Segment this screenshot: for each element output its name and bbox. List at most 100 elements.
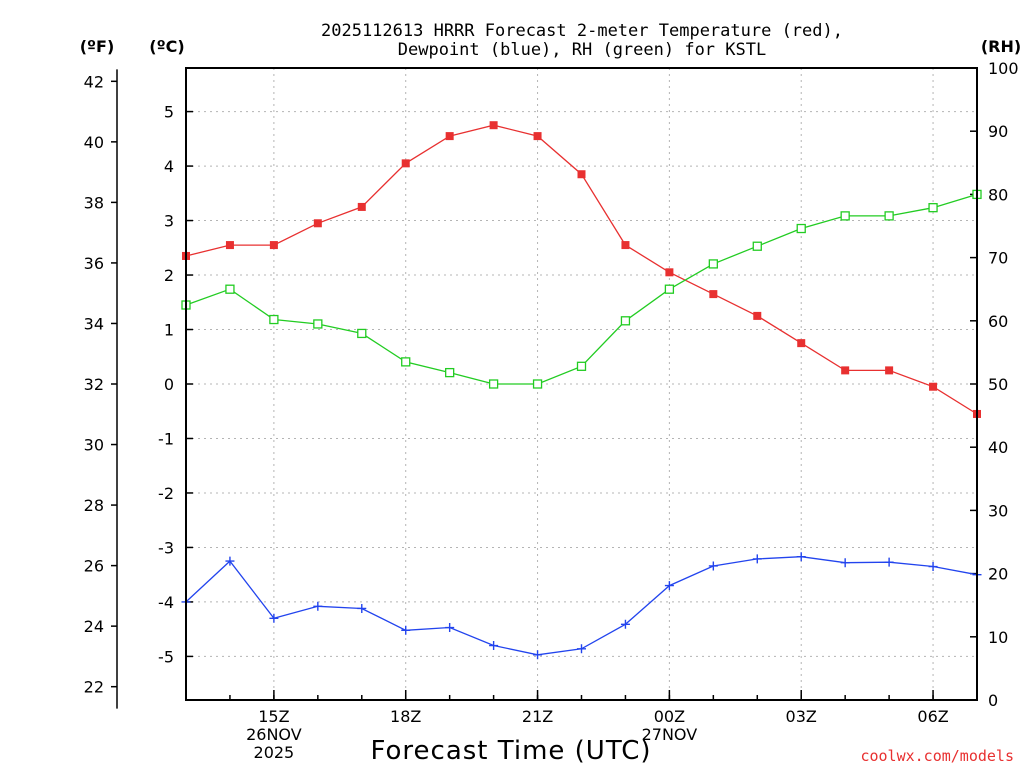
celsius-tick-label: -4 bbox=[158, 593, 174, 612]
temperature-point bbox=[709, 290, 718, 299]
celsius-tick-label: 4 bbox=[164, 157, 174, 176]
rh-tick-label: 0 bbox=[988, 691, 998, 710]
rh-tick-label: 10 bbox=[988, 628, 1008, 647]
rh-point bbox=[708, 259, 718, 269]
rh-point bbox=[401, 357, 411, 367]
rh-point bbox=[445, 367, 455, 378]
dewpoint-point bbox=[313, 601, 323, 611]
celsius-tick-label: -2 bbox=[158, 484, 174, 503]
fahrenheit-tick-label: 38 bbox=[84, 193, 104, 212]
fahrenheit-tick-label: 26 bbox=[84, 557, 104, 576]
dewpoint-point bbox=[269, 613, 279, 623]
rh-point bbox=[840, 211, 850, 221]
fahrenheit-tick-label: 42 bbox=[84, 72, 104, 91]
rh-tick-label: 40 bbox=[988, 438, 1008, 457]
rh-unit-label: (RH) bbox=[981, 37, 1021, 56]
rh-tick-label: 100 bbox=[988, 59, 1019, 78]
celsius-tick-label: -3 bbox=[158, 538, 174, 557]
dewpoint-point bbox=[664, 581, 674, 591]
rh-point bbox=[313, 319, 323, 329]
dewpoint-point bbox=[533, 650, 543, 660]
temperature-point bbox=[445, 132, 454, 141]
dewpoint-point bbox=[708, 561, 718, 571]
temperature-point bbox=[533, 132, 542, 141]
fahrenheit-tick-label: 34 bbox=[84, 314, 104, 333]
temperature-point bbox=[401, 159, 410, 168]
temperature-point bbox=[885, 366, 894, 375]
rh-tick-label: 90 bbox=[988, 122, 1008, 141]
celsius-tick-label: -1 bbox=[158, 429, 174, 448]
chart-title-line-2: Dewpoint (blue), RH (green) for KSTL bbox=[398, 40, 766, 60]
rh-point bbox=[752, 241, 762, 251]
temperature-point bbox=[577, 170, 586, 179]
dewpoint-point bbox=[840, 558, 850, 568]
celsius-tick-label: 0 bbox=[164, 375, 174, 394]
celsius-tick-label: 1 bbox=[164, 321, 174, 340]
dewpoint-point bbox=[577, 644, 586, 654]
rh-point bbox=[620, 316, 631, 326]
rh-point bbox=[664, 284, 675, 294]
celsius-tick-label: -5 bbox=[158, 647, 174, 666]
temperature-point bbox=[269, 241, 278, 250]
temperature-point bbox=[929, 382, 938, 391]
dewpoint-point bbox=[225, 556, 235, 566]
celsius-tick-label: 2 bbox=[164, 266, 174, 285]
celsius-unit-label: (ºC) bbox=[149, 37, 184, 56]
rh-tick-label: 50 bbox=[988, 375, 1008, 394]
rh-point bbox=[576, 361, 587, 371]
x-tick-label: 27NOV bbox=[642, 725, 698, 744]
dewpoint-point bbox=[620, 619, 630, 629]
x-tick-label: 18Z bbox=[390, 707, 421, 726]
fahrenheit-tick-label: 30 bbox=[84, 436, 104, 455]
rh-point bbox=[269, 314, 279, 325]
x-tick-label: 15Z bbox=[258, 707, 289, 726]
dewpoint-point bbox=[796, 552, 806, 562]
dewpoint-point bbox=[357, 603, 367, 613]
x-axis-label: Forecast Time (UTC) bbox=[370, 736, 651, 766]
rh-tick-label: 70 bbox=[988, 249, 1008, 268]
gridlines bbox=[186, 68, 977, 700]
celsius-tick-label: 5 bbox=[164, 103, 174, 122]
rh-tick-label: 80 bbox=[988, 185, 1008, 204]
rh-point bbox=[884, 211, 894, 221]
fahrenheit-tick-label: 32 bbox=[84, 375, 104, 394]
rh-point bbox=[796, 223, 806, 234]
x-tick-label: 2025 bbox=[254, 743, 295, 762]
temperature-point bbox=[621, 241, 630, 250]
dewpoint-point bbox=[752, 554, 762, 564]
rh-point bbox=[532, 379, 543, 389]
fahrenheit-tick-label: 40 bbox=[84, 133, 104, 152]
fahrenheit-tick-label: 36 bbox=[84, 254, 104, 273]
dewpoint-point bbox=[401, 625, 411, 635]
temperature-point bbox=[225, 241, 234, 250]
temperature-point bbox=[797, 339, 806, 348]
data-series bbox=[181, 121, 982, 660]
chart-title-line-1: 2025112613 HRRR Forecast 2-meter Tempera… bbox=[321, 21, 843, 41]
plot-frame bbox=[185, 67, 978, 701]
x-tick-label: 26NOV bbox=[246, 725, 302, 744]
temperature-point bbox=[489, 121, 498, 130]
dewpoint-point bbox=[445, 623, 455, 633]
temperature-point bbox=[753, 311, 762, 320]
temperature-point bbox=[313, 219, 322, 228]
x-tick-label: 21Z bbox=[522, 707, 553, 726]
rh-point bbox=[225, 284, 235, 294]
rh-point bbox=[357, 328, 367, 339]
fahrenheit-tick-label: 22 bbox=[84, 678, 104, 697]
fahrenheit-tick-label: 28 bbox=[84, 496, 104, 515]
dewpoint-point bbox=[928, 562, 938, 572]
dewpoint-point bbox=[884, 557, 894, 567]
rh-tick-label: 20 bbox=[988, 565, 1008, 584]
rh-tick-label: 60 bbox=[988, 312, 1008, 331]
temperature-point bbox=[357, 202, 366, 211]
dewpoint-series-line bbox=[185, 556, 978, 656]
x-tick-label: 00Z bbox=[654, 707, 685, 726]
rh-point bbox=[488, 379, 499, 389]
temperature-point bbox=[841, 366, 850, 375]
rh-point bbox=[928, 203, 938, 213]
temperature-point bbox=[665, 268, 674, 277]
x-tick-label: 06Z bbox=[917, 707, 948, 726]
fahrenheit-unit-label: (ºF) bbox=[80, 37, 115, 56]
rh-tick-label: 30 bbox=[988, 501, 1008, 520]
